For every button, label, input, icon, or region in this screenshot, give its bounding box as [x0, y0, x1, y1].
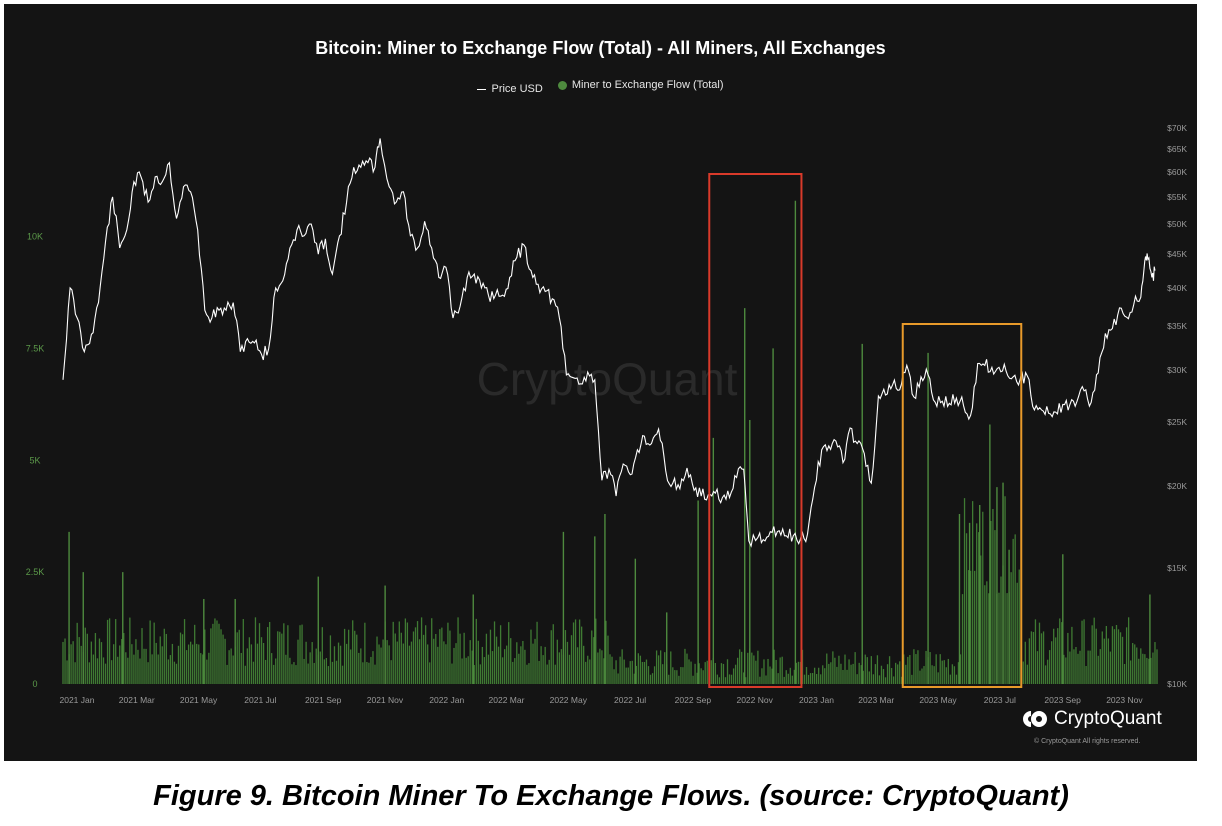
y-right-tick-label: $45K: [1167, 249, 1187, 259]
x-tick-label: 2021 May: [180, 695, 218, 705]
cryptoquant-logo-icon: [1023, 711, 1047, 727]
y-right-tick-label: $30K: [1167, 365, 1187, 375]
y-left-tick-label: 0: [32, 679, 37, 689]
legend-line-swatch: [477, 88, 487, 90]
y-left-tick-label: 7.5K: [26, 343, 45, 353]
x-axis: 2021 Jan 2021 Mar 2021 May 2021 Jul 2021 Sep…: [60, 695, 1144, 705]
watermark: CryptoQuant: [477, 353, 738, 405]
x-tick-label: 2021 Nov: [367, 695, 404, 705]
y-right-tick-label: $25K: [1167, 417, 1187, 427]
y-left-axis: 0 2.5K 5K 7.5K 10K: [26, 232, 45, 690]
x-tick-label: 2021 Jul: [244, 695, 276, 705]
legend-item-flow[interactable]: Miner to Exchange Flow (Total): [557, 79, 724, 91]
y-right-tick-label: $60K: [1167, 167, 1187, 177]
x-tick-label: 2022 Nov: [736, 695, 773, 705]
x-tick-label: 2023 May: [919, 695, 957, 705]
x-tick-label: 2023 Sep: [1044, 695, 1081, 705]
y-left-tick-label: 5K: [29, 455, 40, 465]
y-right-tick-label: $65K: [1167, 144, 1187, 154]
brand-logo-text: CryptoQuant: [1054, 708, 1162, 729]
annotations-group: [708, 173, 1023, 688]
x-tick-label: 2022 Sep: [675, 695, 712, 705]
y-right-tick-label: $10K: [1167, 679, 1187, 689]
x-tick-label: 2022 Mar: [489, 695, 525, 705]
y-left-tick-label: 10K: [27, 232, 43, 242]
y-right-tick-label: $20K: [1167, 481, 1187, 491]
figure-caption: Figure 9. Bitcoin Miner To Exchange Flow…: [153, 780, 1069, 812]
y-right-tick-label: $55K: [1167, 192, 1187, 202]
y-right-tick-label: $15K: [1167, 563, 1187, 573]
x-tick-label: 2021 Mar: [119, 695, 155, 705]
brand-logo: CryptoQuant: [1022, 708, 1162, 730]
y-right-tick-label: $70K: [1167, 123, 1187, 133]
y-right-tick-label: $40K: [1167, 283, 1187, 293]
y-left-tick-label: 2.5K: [26, 567, 45, 577]
annotation-box-orange: [901, 323, 1023, 688]
x-tick-label: 2021 Jan: [60, 695, 95, 705]
annotation-box-red: [708, 173, 803, 688]
copyright-text: © CryptoQuant All rights reserved.: [1034, 738, 1141, 745]
x-tick-label: 2022 Jul: [614, 695, 646, 705]
y-right-axis: $10K $15K $20K $25K $30K $35K $40K $45K $50K $55K…: [1167, 123, 1187, 689]
x-tick-label: 2023 Jul: [984, 695, 1016, 705]
legend: Price USD Miner to Exchange Flow (Total): [4, 79, 1197, 95]
x-tick-label: 2022 May: [550, 695, 588, 705]
x-tick-label: 2021 Sep: [305, 695, 342, 705]
flow-bars-group: [62, 200, 1158, 684]
chart-title: Bitcoin: Miner to Exchange Flow (Total) …: [315, 38, 886, 58]
x-tick-label: 2023 Nov: [1106, 695, 1143, 705]
plot-area: CryptoQuant 2021 Jan 2021 Mar 2021 May 2021…: [26, 123, 1188, 705]
chart-panel: Bitcoin: Miner to Exchange Flow (Total) …: [4, 4, 1197, 761]
y-right-tick-label: $35K: [1167, 321, 1187, 331]
x-tick-label: 2023 Mar: [858, 695, 894, 705]
legend-dot-swatch: [557, 80, 567, 90]
x-tick-label: 2023 Jan: [799, 695, 834, 705]
legend-label-flow: Miner to Exchange Flow (Total): [571, 79, 724, 91]
price-line: [62, 138, 1156, 548]
legend-label-price: Price USD: [491, 83, 543, 95]
y-right-tick-label: $50K: [1167, 219, 1187, 229]
x-tick-label: 2022 Jan: [429, 695, 464, 705]
legend-item-price[interactable]: Price USD: [477, 83, 543, 95]
